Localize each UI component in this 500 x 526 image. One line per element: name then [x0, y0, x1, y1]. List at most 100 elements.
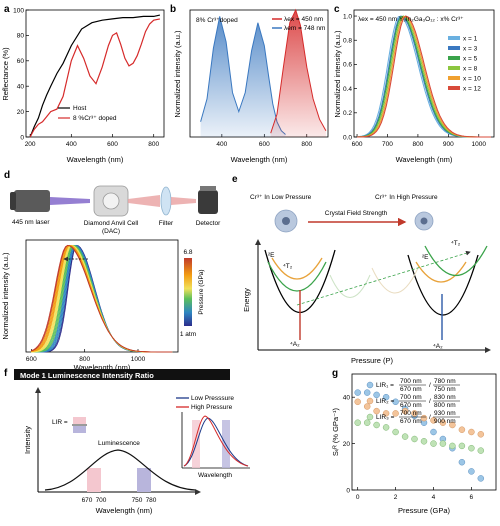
chart-c-frame	[353, 9, 495, 138]
inset-high-label: High Pressure	[191, 404, 233, 411]
chart-g-xlabel: Pressure (GPa)	[398, 506, 451, 515]
legend-g-lir: LIR₂ =	[376, 398, 394, 405]
chart-g-point	[458, 458, 466, 466]
legend-g-marker	[366, 381, 374, 389]
chart-c-ytick-label: 1.0	[343, 13, 352, 20]
legend-c-label: x = 8	[463, 65, 478, 72]
pressure-label: Pressure (P)	[351, 356, 394, 365]
filter-icon	[160, 186, 172, 216]
chart-g-point	[354, 419, 361, 426]
chart-g-point	[430, 428, 437, 436]
chart-g-point	[382, 424, 390, 431]
chart-g-point	[430, 417, 437, 424]
e-level-label-low: ²E	[268, 252, 275, 259]
chart-g-point	[458, 442, 466, 450]
laser-body	[14, 190, 50, 212]
chart-g-ylabel: Sₗᵢᴿ (% GPa⁻¹)	[331, 407, 340, 456]
panel-label-f: f	[4, 368, 8, 379]
chart-b-xtick-label: 800	[301, 141, 312, 148]
high-pressure-core-icon	[420, 217, 428, 225]
chart-d-xtick-label: 600	[26, 356, 37, 363]
chart-c-ytick-label: 0.4	[343, 86, 352, 93]
chart-g-point	[401, 407, 409, 415]
laser-label: 445 nm laser	[12, 219, 50, 226]
legend-c-label: x = 5	[463, 55, 478, 62]
t2-state-curve-low	[267, 261, 327, 292]
f-wavelength-label: Wavelength (nm)	[96, 506, 153, 515]
filter-label: Filter	[159, 220, 174, 227]
chart-g-point	[468, 444, 475, 452]
chart-g-point	[468, 468, 475, 475]
chart-g-xtick-label: 6	[470, 494, 474, 501]
chart-g-point	[354, 389, 361, 396]
f-luminescence-curve	[44, 449, 196, 491]
chart-a-xtick-label: 800	[148, 141, 159, 148]
chart-b: 400 600 800 8% Cr³⁺doped λex = 450 nm λem …	[173, 8, 329, 164]
chart-b-series-area	[270, 10, 326, 137]
chart-g-point	[401, 433, 409, 440]
f-tick-750: 750	[132, 497, 143, 504]
chart-b-series-line	[200, 16, 286, 135]
chart-g-point	[382, 410, 390, 417]
legend-g-divide: /	[429, 398, 431, 405]
a2-level-label-low: ⁴A₂	[290, 341, 300, 348]
chart-c-xtick-label: 800	[412, 141, 423, 148]
f-tick-700: 700	[96, 497, 107, 504]
chart-b-series-line	[270, 8, 327, 134]
chart-a-xtick-label: 600	[107, 141, 118, 148]
inset-low-label: Low Presssure	[191, 395, 234, 402]
lir-schematic: Mode 1 Luminescence Intensity Ratio Inte…	[14, 369, 250, 515]
chart-g-point	[354, 398, 361, 406]
chart-b-title: 8% Cr³⁺doped	[196, 17, 238, 24]
legend-c-label: x = 10	[463, 75, 481, 82]
chart-a: 200 400 600 800 0 20 40 60 80 100 Host 8 %Cr³⁺ do…	[1, 7, 165, 164]
mode-title: Mode 1 Luminescence Intensity Ratio	[20, 371, 154, 380]
f-luminescence-label: Luminescence	[98, 440, 140, 447]
panel-label-g: g	[332, 368, 338, 379]
detector-icon	[198, 190, 218, 214]
t2-shift-arrow	[296, 250, 471, 306]
chart-d-series-line	[31, 244, 173, 353]
chart-a-ylabel: Reflectance (%)	[1, 47, 10, 101]
legend-c-label: x = 12	[463, 85, 481, 92]
chart-c-series-line	[356, 15, 491, 138]
chart-g-point	[477, 431, 485, 438]
chart-b-xtick-label: 400	[216, 141, 227, 148]
emission-beam	[128, 195, 160, 207]
legend-g-lir: LIR₁ =	[376, 382, 394, 389]
chart-a-series-line	[29, 14, 161, 138]
chart-c-xlabel: Wavelength (nm)	[396, 155, 453, 164]
chart-d-xtick-label: 1000	[131, 356, 146, 363]
chart-g-point	[468, 428, 475, 436]
chart-b-xlabel: Wavelength (nm)	[231, 155, 288, 164]
chart-b-xtick-label: 600	[259, 141, 270, 148]
legend-g-num1: 700 nm	[400, 410, 422, 417]
chart-g-point	[363, 403, 371, 410]
chart-g-point	[430, 440, 437, 447]
chart-g-ytick-label: 0	[346, 487, 350, 494]
chart-g-xtick-label: 2	[394, 494, 398, 501]
chart-g-point	[439, 419, 447, 426]
chart-g-point	[411, 435, 418, 443]
chart-c-ytick-label: 0.6	[343, 62, 352, 69]
dac-window	[102, 192, 120, 210]
chart-c-xtick-label: 1000	[472, 141, 487, 148]
e-state-curve-high	[415, 261, 467, 283]
chart-c-title: λex = 450 nm Y₃In₂Ga₃O₁₂ : x% Cr³⁺	[358, 16, 464, 23]
legend-g-num2: 780 nm	[434, 378, 456, 385]
chart-a-ytick-label: 60	[17, 58, 25, 65]
pressure-colorbar	[184, 258, 192, 326]
chart-g-xtick-label: 4	[432, 494, 436, 501]
chart-d-frame	[25, 239, 179, 353]
legend-g-lir: LIR₃ =	[376, 414, 395, 421]
chart-a-ytick-label: 20	[17, 109, 25, 116]
f-lir-label: LIR =	[52, 419, 68, 426]
chart-d-xlabel: Wavelength (nm)	[74, 363, 131, 372]
optical-setup: 445 nm laser Diamond Anvil Cell (DAC) Fi…	[10, 185, 221, 235]
chart-g-point	[449, 421, 456, 429]
detector-top	[200, 186, 216, 191]
legend-g-num2: 830 nm	[434, 394, 456, 401]
mode-title-bar	[14, 369, 230, 380]
